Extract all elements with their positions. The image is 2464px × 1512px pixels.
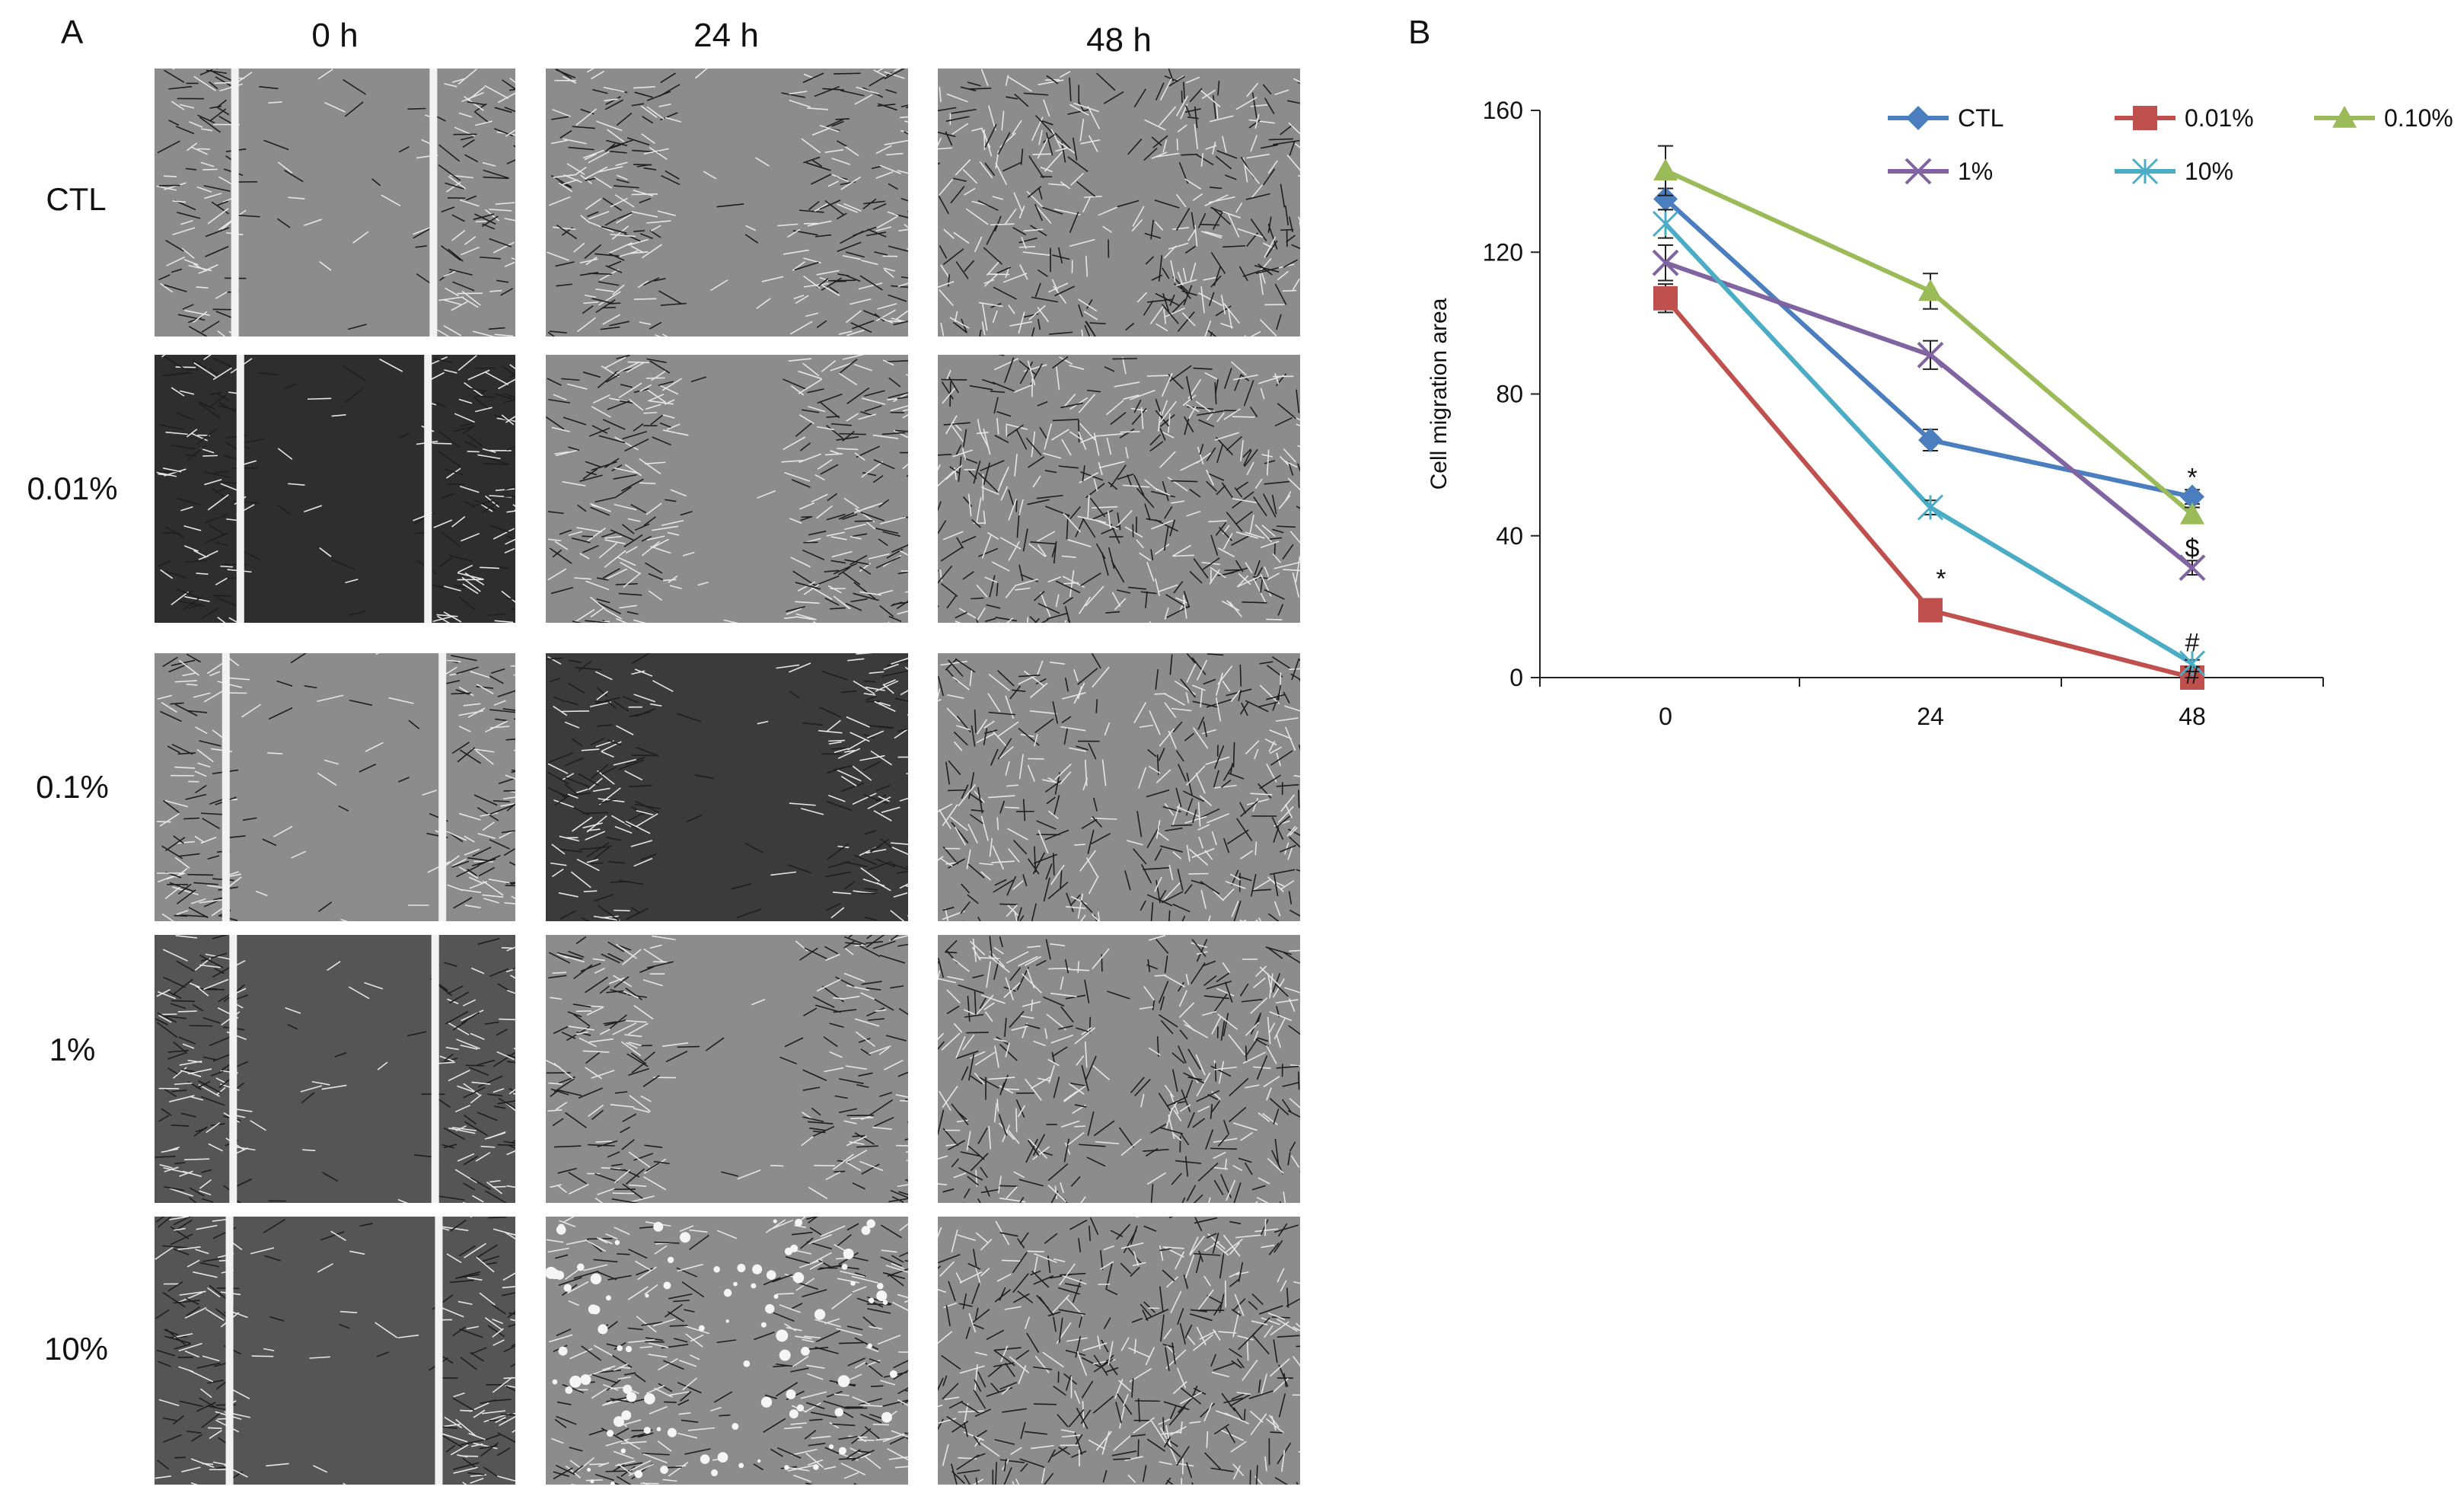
micrograph-2-1 [546,653,908,921]
annotation-layer: * * $ # # [1936,464,2199,690]
x-tick-label: 24 [1917,703,1944,730]
row-header-1: 1% [49,1032,96,1067]
micrograph-1-0 [155,355,515,623]
significance-mark: # [2185,661,2200,690]
data-point [2180,502,2204,525]
row-header-0-01: 0.01% [27,471,118,506]
legend-marker [1905,158,1932,185]
legend-label: CTL [1958,104,2003,132]
data-point [1918,598,1943,623]
data-point [1652,210,1679,238]
chart-legend: CTL 0.01% 0.10% 1% 10% [1888,104,2453,185]
panel-label-a: A [61,14,84,51]
significance-mark: # [2185,628,2200,657]
panel-label-b: B [1408,14,1431,51]
y-tick-label: 160 [1483,97,1523,124]
series-layer [1652,145,2206,690]
legend-marker [1906,106,1930,130]
legend-label: 1% [1958,158,1993,185]
data-point [1918,279,1943,301]
data-point [2179,650,2206,677]
data-point [1653,187,1678,212]
legend-marker [2133,106,2157,130]
significance-mark: * [1936,565,1946,594]
legend-label: 10% [2185,158,2233,185]
micrograph-2-0 [155,653,515,921]
y-axis-label: Cell migration area [1426,298,1452,490]
data-point [1653,158,1678,180]
row-header-ctl: CTL [46,181,107,217]
micrograph-4-0 [155,1217,515,1485]
column-header-0h: 0 h [311,17,359,54]
significance-mark: $ [2185,534,2200,563]
series-line [1663,197,2193,499]
y-tick-label: 80 [1496,381,1523,408]
y-tick-label: 40 [1496,522,1523,550]
micrograph-3-2 [938,935,1300,1203]
legend-item-4: 10% [2115,158,2233,185]
series-4 [1652,209,2206,677]
x-tick-label: 48 [2179,703,2206,730]
series-line [1664,168,2194,517]
micrograph-1-1 [546,355,908,623]
micrograph-3-1 [546,935,908,1203]
legend-label: 0.10% [2384,104,2453,132]
data-point [1653,285,1678,311]
legend-marker [2131,158,2159,185]
micrograph-0-2 [938,69,1300,337]
data-point [1917,494,1944,521]
legend-item-0: CTL [1888,104,2003,132]
data-point [2179,554,2206,582]
series-1 [1653,283,2204,690]
legend-marker [2332,106,2357,128]
micrograph-0-1 [546,69,908,337]
y-tick-label: 0 [1509,664,1523,691]
row-header-0-1: 0.1% [36,769,109,805]
x-tick-label: 0 [1659,703,1672,730]
micrograph-4-1 [546,1217,908,1485]
column-header-24h: 24 h [693,17,759,54]
migration-line-chart: Cell migration area 0 40 80 120 160 0 24 48 * * $… [1426,97,2453,730]
series-2 [1653,145,2204,525]
column-header-48h: 48 h [1086,21,1152,59]
significance-mark: * [2187,464,2197,493]
series-0 [1653,187,2204,509]
micrograph-2-2 [938,653,1300,921]
legend-item-3: 1% [1888,158,1993,185]
data-point [1652,249,1679,276]
micrograph-4-2 [938,1217,1300,1485]
series-3 [1652,244,2206,582]
data-point [1917,341,1944,368]
y-tick-label: 120 [1483,238,1523,266]
row-header-10: 10% [43,1331,109,1367]
micrograph-3-0 [155,935,515,1203]
legend-item-2: 0.10% [2314,104,2453,132]
data-point [2180,484,2204,509]
legend-item-1: 0.01% [2115,104,2254,132]
micrograph-1-2 [938,355,1300,623]
legend-label: 0.01% [2185,104,2254,132]
micrograph-0-0 [155,69,515,337]
data-point [1918,428,1943,453]
